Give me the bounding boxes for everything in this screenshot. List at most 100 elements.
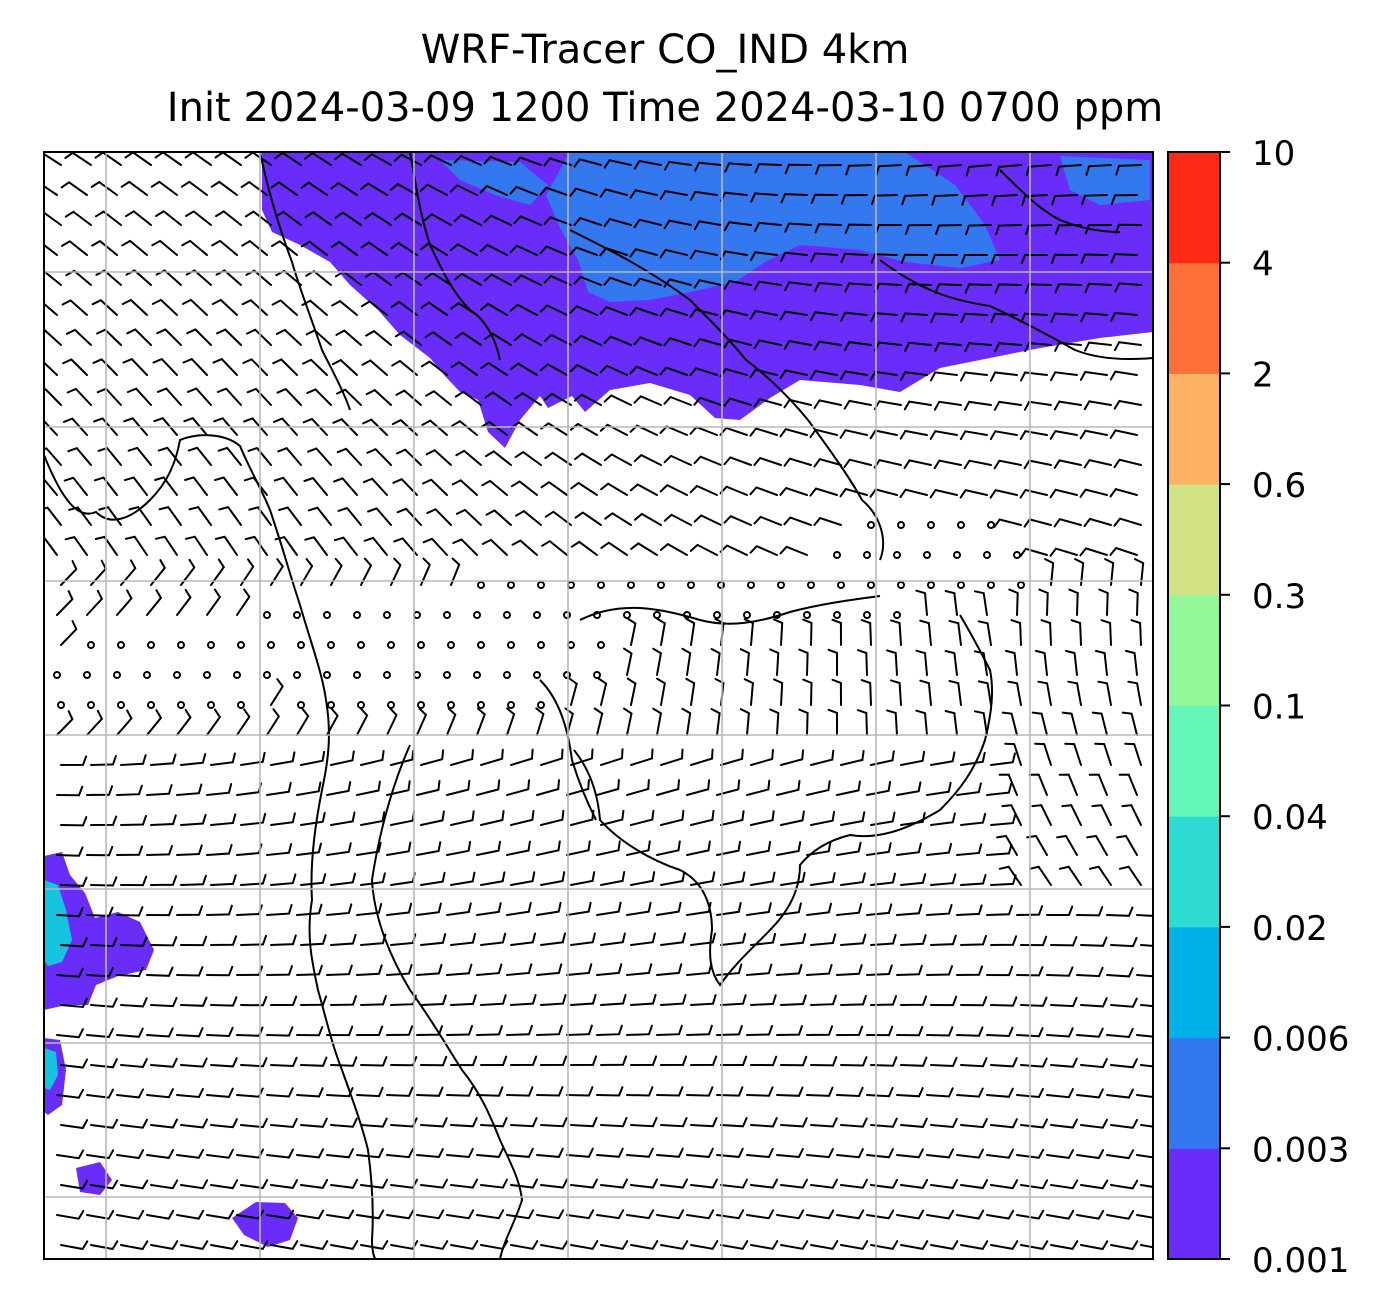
wind-barb (1038, 588, 1049, 616)
wind-barb (331, 358, 358, 376)
wind-barb (393, 537, 418, 556)
boundary-mid-2 (539, 679, 597, 821)
wind-barb (56, 967, 84, 978)
wind-barb (67, 447, 92, 466)
wind-barb (121, 239, 148, 256)
wind-barb (509, 185, 538, 196)
wind-barb (964, 283, 992, 294)
wind-barb (245, 269, 272, 286)
wind-barb (1046, 1027, 1074, 1038)
wind-barb (690, 1055, 718, 1066)
wind-barb (386, 707, 398, 736)
wind-barb (840, 1178, 868, 1189)
wind-barb (479, 243, 508, 256)
calm-wind-marker (327, 641, 335, 649)
wind-barb (749, 309, 778, 320)
wind-barb (543, 157, 572, 167)
wind-barb (783, 516, 812, 526)
wind-barb (360, 994, 387, 1006)
wind-barb (659, 307, 688, 317)
calm-wind-marker (983, 551, 991, 559)
wind-barb (392, 478, 418, 496)
wind-barb (275, 269, 302, 286)
calm-wind-marker (143, 671, 151, 679)
wind-barb (536, 1024, 563, 1036)
wind-barb (652, 647, 663, 676)
wind-barb (513, 215, 542, 226)
wind-barb (446, 963, 473, 976)
wind-barb (210, 874, 237, 886)
wind-barb (660, 1117, 688, 1128)
wind-barb (540, 1117, 568, 1128)
wind-barb (454, 331, 482, 346)
wind-barb (597, 677, 608, 706)
wind-barb (480, 1055, 508, 1066)
wind-barb (1016, 966, 1044, 977)
wind-barb (116, 589, 133, 616)
calm-wind-marker (927, 521, 935, 529)
wind-barb (960, 996, 988, 1007)
wind-barb (802, 678, 813, 706)
wind-barb (810, 1240, 839, 1250)
wind-barb (176, 905, 204, 916)
wind-barb (1110, 997, 1138, 1008)
wind-barb (1046, 966, 1074, 977)
wind-barb (1080, 253, 1108, 264)
wind-barb (989, 430, 1018, 441)
wind-barb (125, 210, 152, 226)
wind-barb (776, 1209, 805, 1220)
wind-barb (600, 932, 626, 946)
wind-barbs (44, 152, 1153, 1251)
wind-barb (210, 1179, 239, 1190)
wind-barb (723, 515, 752, 526)
calm-wind-marker (537, 641, 545, 649)
wind-barb (663, 513, 692, 526)
wind-barb (1080, 936, 1108, 947)
wind-barb (963, 459, 992, 470)
wind-barb (1046, 1209, 1075, 1220)
wind-barb (1083, 400, 1112, 411)
wind-barb (330, 1240, 359, 1251)
wind-barb (424, 271, 452, 286)
wind-barb (420, 749, 445, 766)
wind-barb (960, 371, 988, 382)
wind-barb (629, 247, 658, 258)
wind-barb (600, 1055, 628, 1066)
wind-barb (420, 360, 448, 376)
wind-barb (270, 934, 297, 946)
wind-barb (64, 535, 88, 556)
wind-barb (423, 213, 452, 226)
wind-barb (176, 1087, 204, 1099)
wind-barb (840, 994, 867, 1006)
wind-barb (900, 312, 928, 323)
wind-barb (716, 1147, 744, 1158)
wind-barb (126, 387, 152, 406)
wind-barb (1079, 429, 1108, 440)
wind-barb (416, 841, 442, 856)
wind-barb (86, 1209, 115, 1220)
wind-barb (994, 283, 1022, 294)
wind-barb (996, 834, 1018, 856)
wind-barb (150, 1179, 179, 1190)
wind-barb (146, 905, 174, 917)
wind-barb (326, 1025, 354, 1037)
calm-wind-marker (833, 611, 841, 619)
colorbar-tick-label: 0.006 (1252, 1020, 1349, 1060)
wind-barb (416, 779, 441, 796)
wind-barb (810, 810, 836, 826)
wind-barb (181, 239, 208, 256)
wind-barb (506, 963, 533, 976)
wind-barb (360, 182, 388, 196)
wind-barb (424, 330, 452, 346)
wind-barb (750, 810, 775, 826)
wind-barb (681, 707, 692, 736)
wind-barb (386, 1148, 414, 1159)
wind-barb (689, 367, 718, 377)
wind-barb (813, 399, 842, 409)
colorbar-tick-label: 0.04 (1252, 798, 1328, 838)
wind-barb (926, 965, 953, 976)
wind-barb (419, 183, 448, 196)
wind-barb (1136, 1094, 1153, 1098)
wind-barb (1116, 834, 1138, 856)
wind-barb (780, 933, 807, 946)
